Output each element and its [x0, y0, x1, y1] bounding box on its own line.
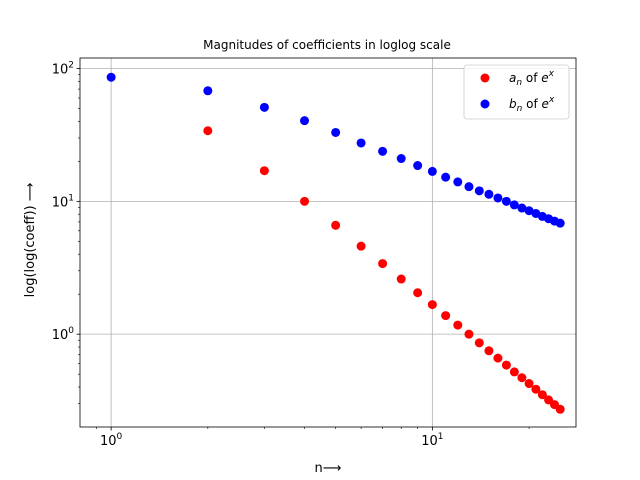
point-b-14 — [474, 186, 484, 196]
point-a-21 — [531, 384, 541, 394]
point-a-12 — [453, 320, 463, 330]
point-a-13 — [464, 329, 474, 339]
point-b-3 — [259, 102, 269, 112]
point-a-25 — [555, 404, 565, 414]
x-tick-label: 101 — [421, 432, 443, 449]
x-tick-label: 100 — [100, 432, 123, 449]
point-a-15 — [484, 346, 494, 356]
point-a-14 — [474, 338, 484, 348]
point-b-4 — [300, 116, 310, 126]
x-tick-exponent: 0 — [117, 432, 123, 442]
point-a-22 — [537, 390, 547, 400]
y-tick-label: 102 — [52, 61, 74, 78]
point-b-1 — [106, 72, 116, 82]
legend-box — [463, 64, 570, 120]
point-b-5 — [331, 127, 341, 137]
legend-marker-b — [480, 99, 490, 109]
point-a-2 — [203, 126, 213, 136]
point-a-4 — [300, 196, 310, 206]
point-a-11 — [441, 311, 451, 321]
x-tick-base: 10 — [100, 434, 117, 449]
point-a-19 — [517, 373, 527, 383]
series-a — [203, 126, 565, 414]
point-a-6 — [356, 241, 366, 251]
point-b-15 — [484, 189, 494, 199]
y-tick-exponent: 2 — [68, 61, 74, 71]
point-b-2 — [203, 86, 213, 96]
legend: an of ex bn of ex — [463, 64, 570, 120]
y-tick-exponent: 0 — [68, 326, 74, 336]
x-tick-base: 10 — [421, 434, 438, 449]
point-a-8 — [396, 274, 406, 284]
y-tick-base: 10 — [52, 195, 69, 210]
legend-marker-a — [480, 73, 490, 83]
legend-label-b: bn of ex — [509, 95, 555, 114]
y-tick-base: 10 — [52, 63, 69, 78]
point-a-20 — [524, 379, 534, 389]
point-a-18 — [509, 367, 519, 377]
point-a-16 — [493, 353, 503, 363]
point-b-17 — [501, 196, 511, 206]
point-a-3 — [259, 166, 269, 176]
legend-label-a: an of ex — [509, 69, 555, 88]
point-a-10 — [427, 300, 437, 310]
y-tick-label: 101 — [52, 193, 74, 210]
y-tick-exponent: 1 — [68, 193, 74, 203]
point-b-19 — [517, 203, 527, 213]
point-b-13 — [464, 182, 474, 192]
point-b-25 — [555, 218, 565, 228]
y-tick-base: 10 — [52, 328, 69, 343]
point-a-17 — [501, 360, 511, 370]
x-tick-exponent: 1 — [438, 432, 444, 442]
point-b-18 — [509, 200, 519, 210]
point-b-9 — [413, 161, 423, 171]
point-b-11 — [441, 172, 451, 182]
point-a-9 — [413, 288, 423, 298]
point-b-6 — [356, 138, 366, 148]
point-b-10 — [427, 166, 437, 176]
series-b — [106, 72, 565, 228]
chart-title: Magnitudes of coefficients in loglog sca… — [203, 38, 451, 52]
plot-frame — [79, 57, 577, 428]
point-a-5 — [331, 220, 341, 230]
point-b-16 — [493, 193, 503, 203]
point-b-8 — [396, 154, 406, 164]
x-axis-label: n⟶ — [315, 461, 342, 476]
data-points — [106, 72, 565, 414]
point-b-7 — [378, 146, 388, 156]
y-tick-label: 100 — [52, 326, 75, 343]
y-axis-label: log(log(coeff)) ⟶ — [23, 183, 38, 298]
point-b-12 — [453, 177, 463, 187]
point-a-7 — [378, 259, 388, 269]
point-b-20 — [524, 206, 534, 216]
